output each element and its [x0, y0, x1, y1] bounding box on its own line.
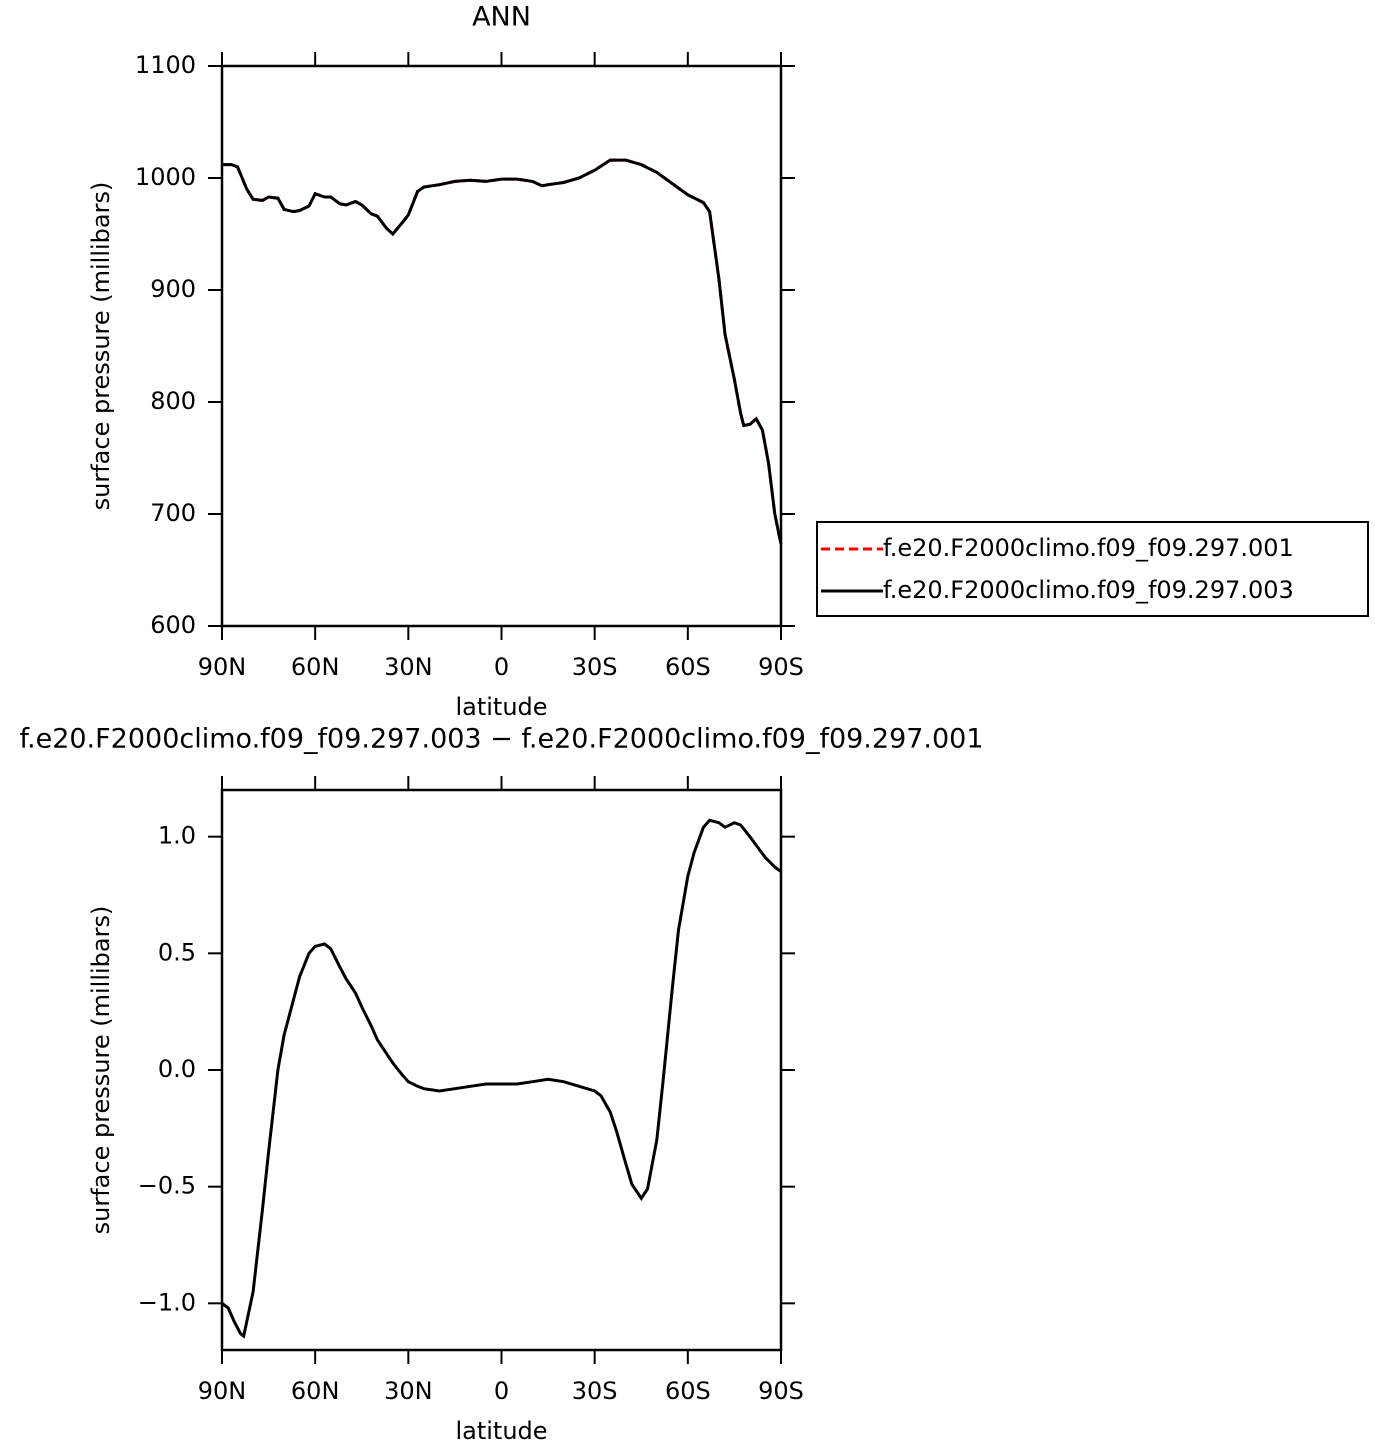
x-tick-label: 60N — [291, 1377, 340, 1405]
plot-frame — [220, 788, 783, 1352]
y-tick-label: 0.0 — [158, 1055, 196, 1083]
y-tick-label: −0.5 — [138, 1172, 196, 1200]
chart-title: f.e20.F2000climo.f09_f09.297.003 − f.e20… — [19, 724, 983, 755]
x-tick-label: 0 — [494, 1377, 509, 1405]
x-tick-label: 90S — [758, 653, 804, 681]
y-tick-label: 1.0 — [158, 822, 196, 850]
x-tick-label: 30S — [572, 653, 618, 681]
data-line — [222, 158, 783, 545]
legend-label: f.e20.F2000climo.f09_f09.297.003 — [883, 576, 1294, 604]
data-line — [222, 158, 783, 545]
x-tick-label: 60S — [665, 653, 711, 681]
data-line — [221, 818, 782, 1339]
y-tick-label: 0.5 — [158, 938, 196, 966]
x-tick-label: 30N — [384, 653, 433, 681]
x-tick-label: 30S — [572, 1377, 618, 1405]
x-tick-label: 90N — [198, 1377, 247, 1405]
y-axis-label: surface pressure (millibars) — [87, 906, 115, 1235]
x-tick-label: 90S — [758, 1377, 804, 1405]
x-tick-label: 60S — [665, 1377, 711, 1405]
y-tick-label: 600 — [150, 611, 196, 639]
y-tick-label: 1100 — [135, 51, 196, 79]
chart-title: ANN — [472, 2, 531, 33]
y-tick-label: 1000 — [135, 163, 196, 191]
x-tick-label: 30N — [384, 1377, 433, 1405]
x-tick-label: 90N — [198, 653, 247, 681]
legend-box — [816, 521, 1369, 617]
y-tick-label: 700 — [150, 499, 196, 527]
x-tick-label: 60N — [291, 653, 340, 681]
y-tick-label: 800 — [150, 387, 196, 415]
x-axis-label: latitude — [455, 693, 547, 721]
x-tick-label: 0 — [494, 653, 509, 681]
plot-frame — [220, 64, 783, 628]
y-tick-label: 900 — [150, 275, 196, 303]
y-tick-label: −1.0 — [138, 1288, 196, 1316]
y-axis-label: surface pressure (millibars) — [87, 182, 115, 511]
x-axis-label: latitude — [455, 1417, 547, 1445]
legend-label: f.e20.F2000climo.f09_f09.297.001 — [883, 534, 1294, 562]
